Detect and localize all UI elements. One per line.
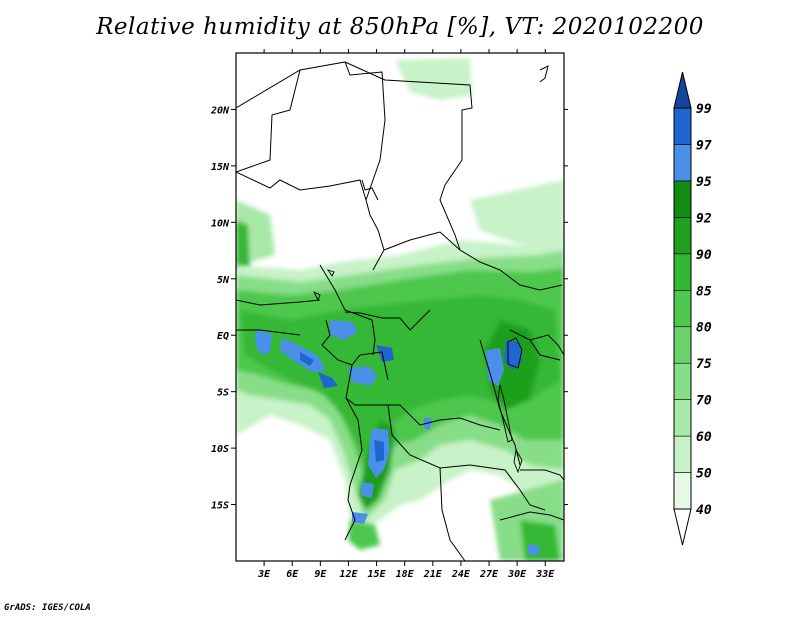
x-tick-label: 33E [535,569,555,580]
y-tick-label: 15S [211,501,229,512]
saturated-pockets [255,320,540,556]
colorbar-swatch [673,326,692,364]
x-tick-label: 6E [286,569,299,580]
lakes [312,269,523,474]
x-tick-label: 9E [314,569,327,580]
colorbar-label: 50 [696,467,712,482]
y-tick-label: 10S [211,444,229,455]
colorbar-label: 92 [696,211,712,226]
colorbar-label: 75 [696,357,712,372]
colorbar-swatch [673,399,692,437]
colorbar-swatch [673,107,692,145]
y-tick-label: 5N [217,275,230,286]
colorbar-label: 70 [696,394,712,409]
colorbar-swatch [673,289,692,328]
y-tick-label: EQ [217,331,229,342]
x-tick-label: 21E [423,569,443,580]
south-humid-patches [348,480,564,561]
colorbar-swatch [673,362,692,400]
x-tick-label: 12E [339,569,358,580]
x-tick-label: 27E [479,569,499,580]
colorbar-label: 40 [696,503,712,518]
colorbar-swatch [673,253,692,291]
colorbar-swatch [673,435,692,473]
x-tick-label: 24E [451,569,471,580]
main-humid-band [236,230,564,535]
country-borders [236,61,564,561]
y-tick-label: 5S [217,388,229,399]
axis-ticks: 3E 6E 9E 12E 15E 18E 21E 24E 27E 30E 33E 20N 15N 10N 5… [210,49,568,580]
colorbar-label: 97 [696,138,712,153]
colorbar-label: 85 [696,284,712,299]
colorbar-swatch [673,217,692,255]
colorbar-swatch [673,180,692,218]
x-tick-label: 18E [396,569,415,580]
x-tick-label: 30E [507,569,527,580]
y-tick-label: 10N [211,218,230,229]
colorbar-label: 95 [696,175,712,190]
colorbar-swatch [673,144,692,182]
colorbar-swatch-low [673,508,692,546]
map-title: Relative humidity at 850hPa [%], VT: 202… [96,14,704,40]
colorbar-label: 99 [696,102,712,117]
colorbar-swatch-high [673,71,692,109]
colorbar-frame [673,107,692,510]
credit-label: GrADS: IGES/COLA [4,603,91,613]
colorbar-swatch [673,472,692,510]
y-tick-label: 20N [210,105,230,116]
colorbar-label: 80 [696,321,712,336]
humidity-field [236,53,564,561]
x-tick-label: 3E [257,569,271,580]
colorbar: 40 50 60 70 75 80 85 90 92 95 97 99 [673,71,712,546]
colorbar-label: 90 [696,248,712,263]
colorbar-label: 60 [696,430,712,445]
map-frame [235,52,565,562]
north-humid-patches [236,58,564,270]
y-tick-label: 15N [211,162,230,173]
x-tick-label: 15E [368,569,387,580]
